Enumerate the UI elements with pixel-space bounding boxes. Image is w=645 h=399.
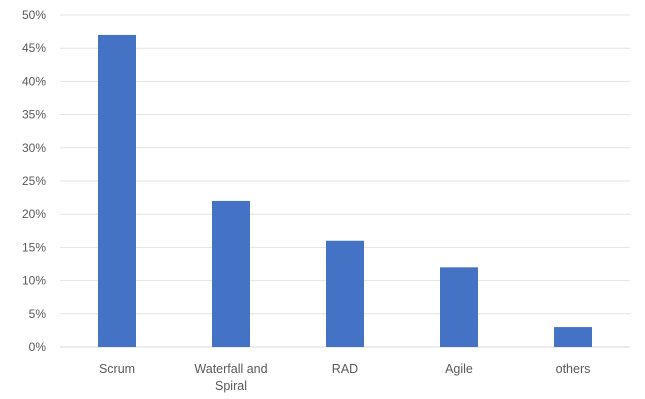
x-tick-label-line: Agile: [445, 362, 473, 376]
y-tick-label: 40%: [22, 74, 46, 88]
y-tick-label: 5%: [29, 307, 47, 321]
y-axis-ticks: 0% 5% 10% 15% 20% 25% 30% 35% 40% 45% 50%: [22, 8, 46, 354]
bar: [554, 327, 592, 347]
y-tick-label: 15%: [22, 240, 46, 254]
y-tick-label: 10%: [22, 274, 46, 288]
x-tick-label: RAD: [332, 362, 358, 376]
x-tick-label: others: [556, 362, 591, 376]
bar: [212, 200, 250, 347]
y-tick-label: 30%: [22, 141, 46, 155]
x-tick-label-line: Waterfall and: [194, 362, 267, 376]
gridlines: [60, 14, 630, 348]
x-tick-label-line: Scrum: [99, 362, 135, 376]
x-tick-label-line: others: [556, 362, 591, 376]
bar: [440, 267, 478, 347]
x-tick-label: Waterfall and Spiral: [194, 362, 267, 393]
bar: [326, 240, 364, 347]
bars: [98, 34, 592, 348]
y-tick-label: 20%: [22, 207, 46, 221]
x-tick-label: Scrum: [99, 362, 135, 376]
y-tick-label: 50%: [22, 8, 46, 22]
y-tick-label: 25%: [22, 174, 46, 188]
y-tick-label: 45%: [22, 41, 46, 55]
y-tick-label: 0%: [29, 340, 47, 354]
bar: [98, 34, 136, 348]
x-tick-label-line: RAD: [332, 362, 358, 376]
x-tick-label-line: Spiral: [215, 379, 247, 393]
x-tick-label: Agile: [445, 362, 473, 376]
y-tick-label: 35%: [22, 108, 46, 122]
x-axis-labels: Scrum Waterfall and Spiral RAD Agile others: [99, 362, 590, 393]
